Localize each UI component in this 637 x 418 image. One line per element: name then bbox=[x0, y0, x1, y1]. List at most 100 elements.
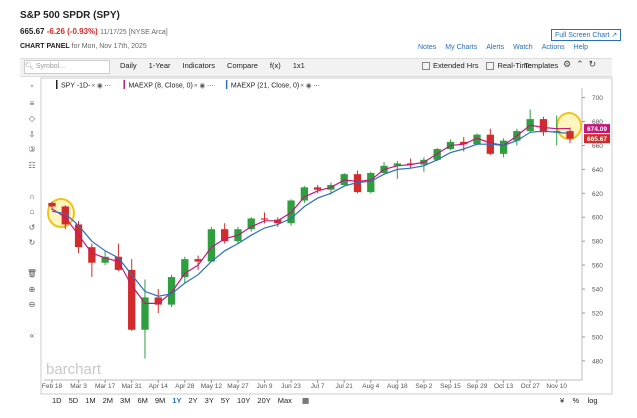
range-button[interactable]: 1M bbox=[85, 396, 96, 405]
header-link[interactable]: Help bbox=[573, 44, 589, 51]
price-tag-label: 665.67 bbox=[587, 136, 607, 143]
candle-body bbox=[128, 269, 136, 330]
price-tag bbox=[584, 124, 610, 134]
y-tick-label: 500 bbox=[592, 334, 603, 341]
y-tick-label: 680 bbox=[592, 119, 603, 126]
x-tick-label: Jul 7 bbox=[311, 383, 325, 390]
candle-body bbox=[181, 259, 189, 278]
toolbar-item[interactable]: Daily bbox=[120, 61, 137, 70]
toolbar-item[interactable]: 1x1 bbox=[292, 61, 305, 70]
x-tick-label: Mar 3 bbox=[70, 383, 87, 390]
candle-body bbox=[221, 229, 229, 242]
price-tag-label: 674.09 bbox=[587, 126, 607, 133]
y-tick-label: 640 bbox=[592, 167, 603, 174]
legend-swatch bbox=[56, 80, 58, 89]
percent-toggle[interactable]: % bbox=[572, 396, 580, 405]
toolbar-icons: ⚙ ⌃ ↻ bbox=[563, 59, 597, 69]
candle-body bbox=[553, 131, 561, 133]
legend-swatch bbox=[225, 80, 228, 89]
header-links: Notes My Charts Alerts Watch Actions Help bbox=[418, 44, 597, 51]
range-button[interactable]: 6M bbox=[137, 396, 148, 405]
candle-body bbox=[313, 187, 322, 190]
fullscreen-button[interactable]: Full Screen Chart ↗ bbox=[551, 29, 622, 41]
calendar-icon[interactable]: ▦ bbox=[301, 396, 310, 405]
x-tick-label: May 12 bbox=[201, 383, 223, 390]
candle-body bbox=[566, 131, 574, 139]
checkbox[interactable] bbox=[422, 62, 430, 71]
range-button[interactable]: 20Y bbox=[257, 396, 271, 405]
range-button[interactable]: 5Y bbox=[220, 396, 231, 405]
header-link[interactable]: My Charts bbox=[445, 44, 478, 51]
y-tick-label: 560 bbox=[592, 263, 603, 270]
y-tick-label: 540 bbox=[592, 287, 603, 294]
range-button[interactable]: Max bbox=[277, 396, 292, 405]
x-tick-label: May 27 bbox=[227, 383, 249, 390]
toolbar-item[interactable]: Indicators bbox=[182, 61, 216, 70]
toolbar-item[interactable]: Compare bbox=[227, 61, 258, 70]
x-tick-label: Sep 29 bbox=[467, 383, 488, 390]
x-tick-label: Sep 2 bbox=[415, 383, 432, 390]
header-link[interactable]: Actions bbox=[541, 44, 565, 51]
header-link[interactable]: Notes bbox=[418, 44, 437, 51]
legend-controls: × ◉ ⋯ bbox=[194, 83, 214, 90]
candle-body bbox=[367, 172, 375, 193]
toolbar bbox=[20, 58, 612, 77]
range-button[interactable]: 2M bbox=[102, 396, 114, 405]
toolbar-checks: Extended Hrs Real-Time bbox=[422, 61, 540, 71]
x-tick-label: Oct 13 bbox=[494, 383, 514, 390]
candle-body bbox=[393, 163, 401, 166]
collapse[interactable]: ¥ bbox=[560, 396, 565, 405]
checkbox-label: Real-Time bbox=[497, 61, 532, 70]
candle-body bbox=[353, 174, 362, 193]
change: -6.26 (-0.93%) bbox=[46, 27, 98, 36]
candle-body bbox=[114, 256, 123, 270]
range-button[interactable]: 3Y bbox=[204, 396, 214, 405]
candle-body bbox=[61, 206, 69, 225]
symbol-input[interactable]: 🔍︎ Symbol... bbox=[24, 60, 110, 74]
title: S&P 500 SPDR (SPY) bbox=[20, 10, 120, 21]
toolbar-item[interactable]: 1-Year bbox=[148, 61, 171, 70]
x-tick-label: Jul 21 bbox=[336, 383, 354, 390]
range-button[interactable]: 9M bbox=[154, 396, 166, 405]
panel-date: for Mon, Nov 17th, 2025 bbox=[71, 43, 147, 50]
range-button[interactable]: 2Y bbox=[188, 396, 198, 405]
x-tick-label: Mar 31 bbox=[122, 383, 143, 390]
toolbar-item[interactable]: f(x) bbox=[269, 61, 281, 70]
watermark: barchart bbox=[46, 361, 102, 378]
x-tick-label: Aug 4 bbox=[362, 383, 379, 390]
y-tick-label: 600 bbox=[592, 215, 603, 222]
checkbox[interactable] bbox=[486, 62, 495, 71]
moving-average-line bbox=[51, 124, 571, 304]
quote-line: 665.67 -6.26 (-0.93%) 11/17/25 [NYSE Arc… bbox=[20, 27, 168, 36]
candle-body bbox=[167, 277, 176, 305]
range-button[interactable]: 10Y bbox=[237, 396, 251, 405]
templates-button[interactable]: Templates bbox=[524, 61, 559, 70]
log-toggle[interactable]: log bbox=[587, 396, 598, 405]
price-tag bbox=[584, 134, 610, 144]
y-tick-label: 660 bbox=[592, 143, 603, 150]
header-link[interactable]: Watch bbox=[513, 44, 533, 51]
legend-label: SPY -1D- bbox=[61, 83, 91, 90]
candle-body bbox=[499, 140, 508, 154]
legend-controls: × ◉ ⋯ bbox=[300, 83, 320, 90]
range-button[interactable]: 1Y bbox=[172, 396, 182, 405]
x-tick-label: Jun 9 bbox=[257, 383, 273, 390]
range-button[interactable]: 1D bbox=[52, 396, 62, 405]
candle-body bbox=[460, 141, 468, 145]
range-button[interactable]: 5D bbox=[68, 396, 79, 405]
candle-body bbox=[473, 134, 481, 145]
candle-body bbox=[274, 219, 282, 224]
x-tick-label: Jun 23 bbox=[281, 383, 301, 390]
candle-body bbox=[539, 119, 548, 133]
x-tick-label: Mar 17 bbox=[95, 383, 116, 390]
x-tick-label: Oct 27 bbox=[521, 383, 541, 390]
x-tick-label: Nov 10 bbox=[546, 383, 567, 390]
candle-body bbox=[260, 218, 269, 220]
header-link[interactable]: Alerts bbox=[486, 44, 505, 51]
drawing-tools: ⁺ ≡ ◇ ⇩ ③ ☷ ∩ ⌂ ↺ ↻ 🗑︎ ⊕ ⊖ « bbox=[26, 83, 38, 340]
legend-label: MAEXP (8, Close, 0) bbox=[128, 83, 192, 90]
range-button[interactable]: 3M bbox=[120, 396, 131, 405]
candle-body bbox=[88, 247, 96, 263]
